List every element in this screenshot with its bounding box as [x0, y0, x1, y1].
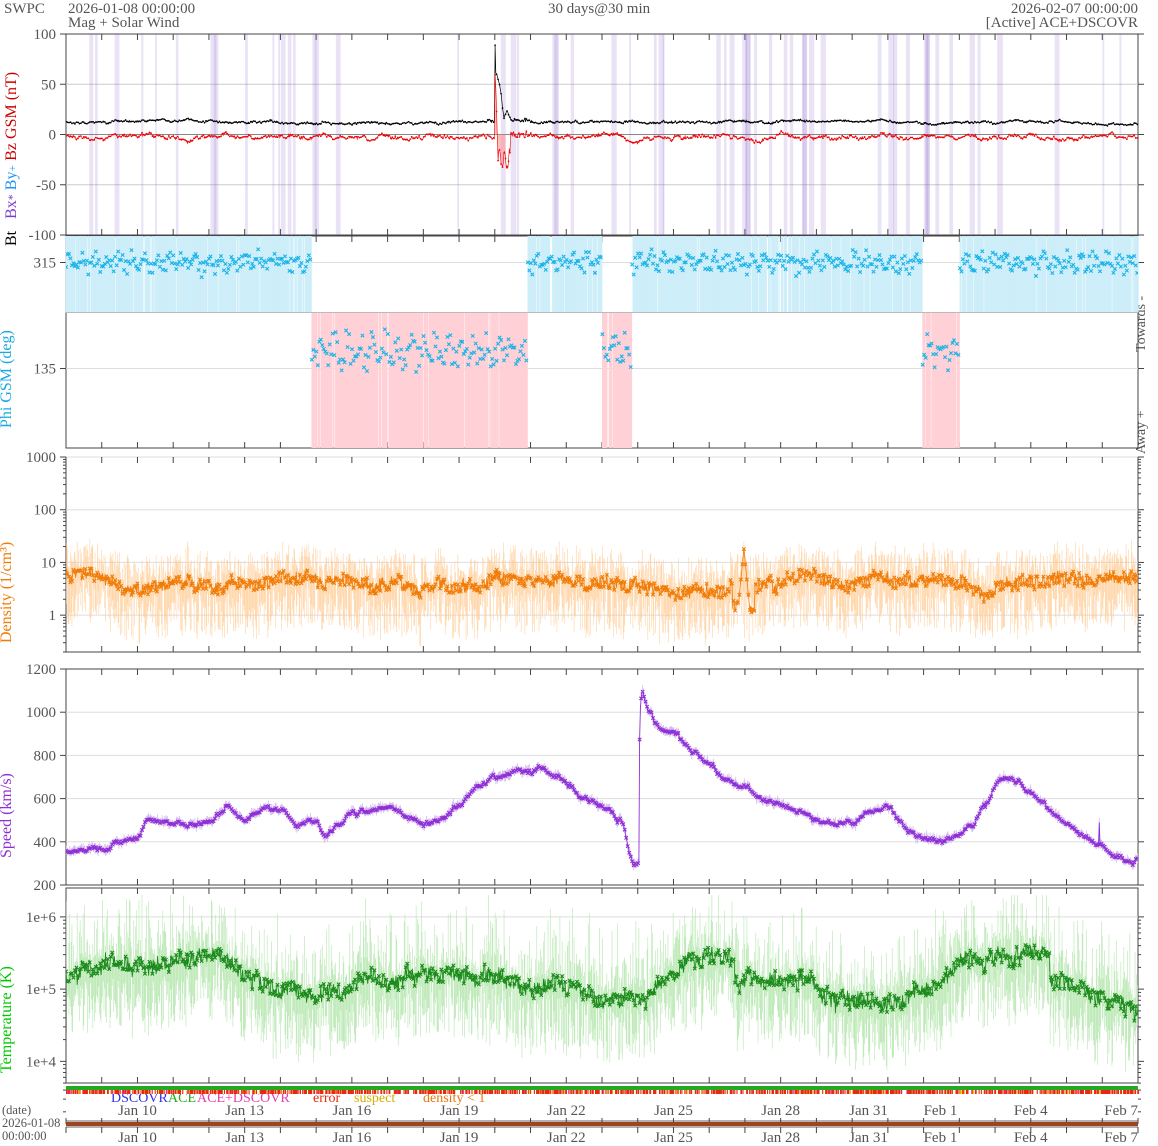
svg-text:315: 315: [34, 256, 57, 272]
svg-text:1: 1: [49, 608, 57, 624]
svg-text:400: 400: [34, 835, 57, 851]
svg-text:-50: -50: [36, 178, 56, 194]
svg-text:800: 800: [34, 748, 57, 764]
svg-text:50: 50: [41, 77, 56, 93]
svg-text:100: 100: [34, 27, 57, 43]
svg-text:135: 135: [34, 362, 57, 378]
svg-text:1000: 1000: [26, 705, 56, 721]
svg-text:-100: -100: [29, 228, 57, 244]
svg-text:200: 200: [34, 878, 57, 894]
svg-text:10: 10: [41, 555, 56, 571]
svg-text:600: 600: [34, 792, 57, 808]
svg-text:1200: 1200: [26, 662, 56, 678]
svg-text:1000: 1000: [26, 450, 56, 466]
svg-text:100: 100: [34, 503, 57, 519]
svg-text:0: 0: [49, 128, 57, 144]
